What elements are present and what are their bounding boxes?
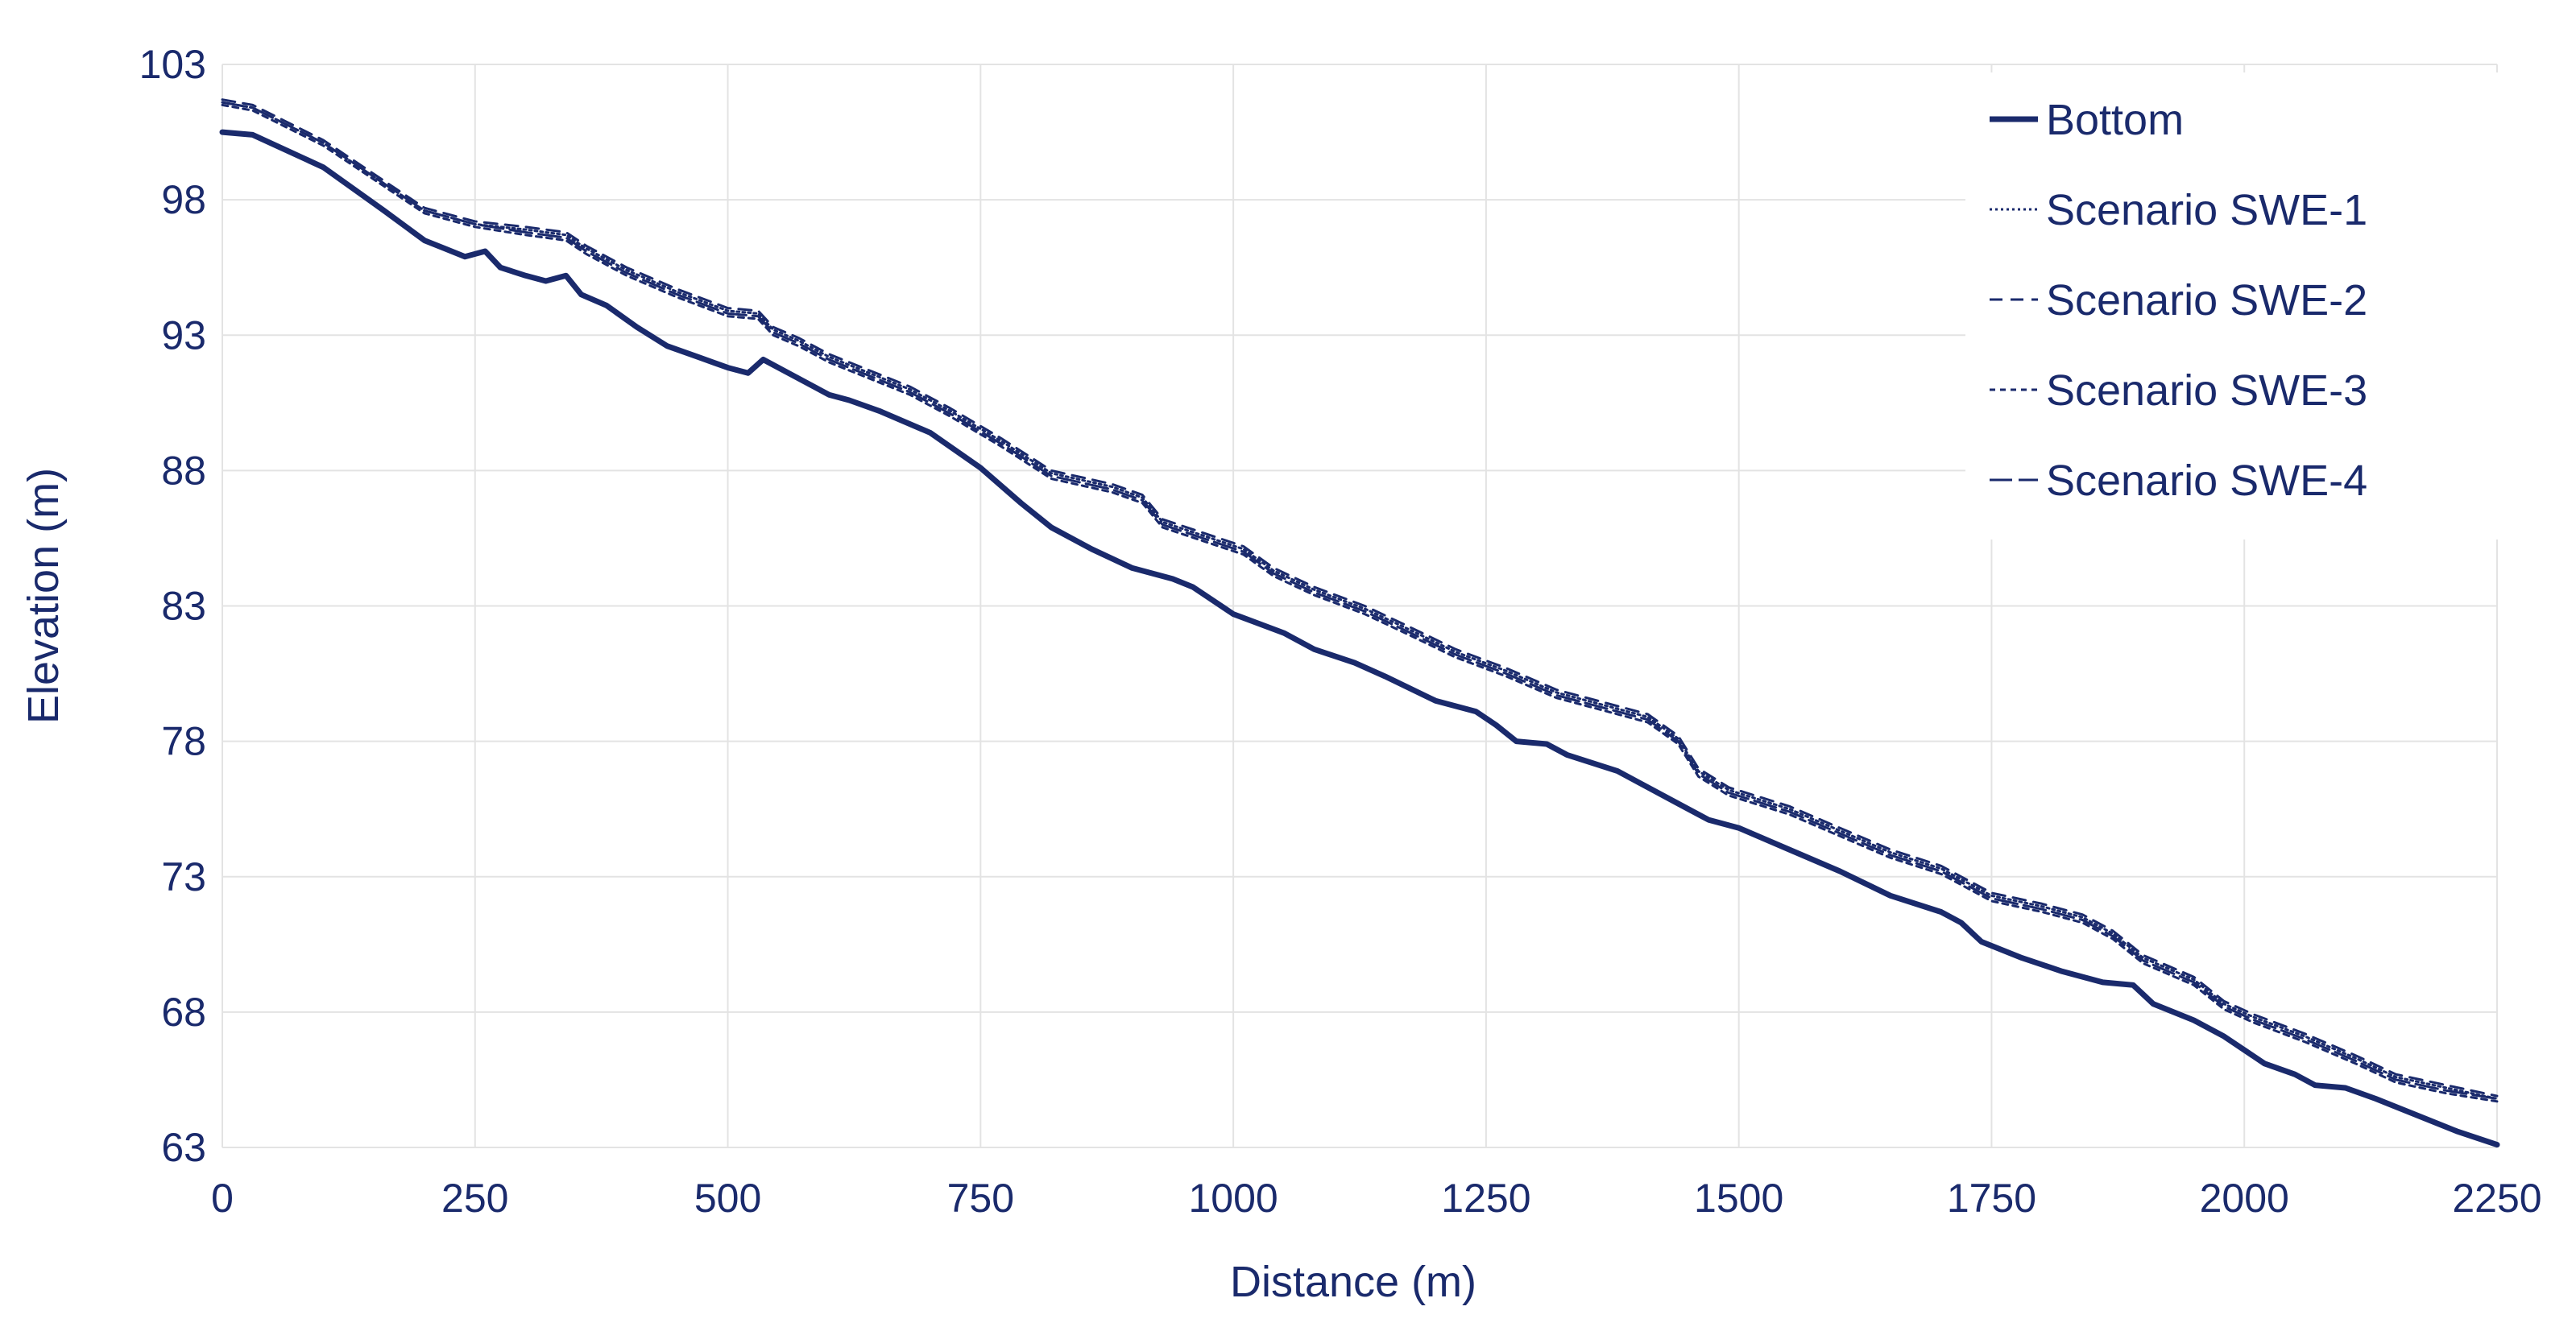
y-tick-label: 98: [161, 177, 206, 222]
legend-background: [1965, 72, 2529, 540]
series-line-3: [221, 103, 2499, 1103]
x-axis-title: Distance (m): [1230, 1258, 1476, 1306]
x-tick-label: 0: [211, 1176, 234, 1221]
x-tick-label: 250: [441, 1176, 508, 1221]
legend-label: Scenario SWE-1: [2046, 186, 2367, 234]
legend: Bottom Scenario SWE-1 Scenario SWE-2 Scenar…: [1965, 72, 2529, 540]
series-line-0: [219, 129, 2500, 1148]
tick-labels: 0 250 500 750 1000 1250 1500 1750 2000 2250 63 68 73…: [139, 42, 2542, 1221]
y-axis-title: Elevation (m): [19, 468, 68, 724]
y-tick-label: 88: [161, 448, 206, 493]
x-tick-label: 500: [694, 1176, 761, 1221]
series-line-1: [221, 101, 2499, 1100]
legend-label: Scenario SWE-4: [2046, 457, 2367, 505]
legend-label: Bottom: [2046, 96, 2184, 144]
y-tick-label: 93: [161, 312, 206, 358]
y-tick-label: 63: [161, 1125, 206, 1170]
x-tick-label: 2000: [2200, 1176, 2289, 1221]
y-tick-label: 68: [161, 990, 206, 1035]
x-tick-label: 2250: [2452, 1176, 2541, 1221]
y-tick-label: 103: [139, 42, 206, 87]
series-lines: [219, 98, 2500, 1148]
series-line-4: [221, 101, 2499, 1100]
y-tick-label: 73: [161, 854, 206, 899]
x-tick-label: 1500: [1694, 1176, 1783, 1221]
x-tick-label: 750: [947, 1176, 1014, 1221]
x-tick-label: 1750: [1947, 1176, 2036, 1221]
x-tick-label: 1250: [1441, 1176, 1530, 1221]
legend-label: Scenario SWE-2: [2046, 276, 2367, 325]
series-line-2: [221, 98, 2499, 1098]
legend-label: Scenario SWE-3: [2046, 366, 2367, 415]
y-tick-label: 78: [161, 719, 206, 764]
y-tick-label: 83: [161, 584, 206, 629]
x-tick-label: 1000: [1188, 1176, 1278, 1221]
